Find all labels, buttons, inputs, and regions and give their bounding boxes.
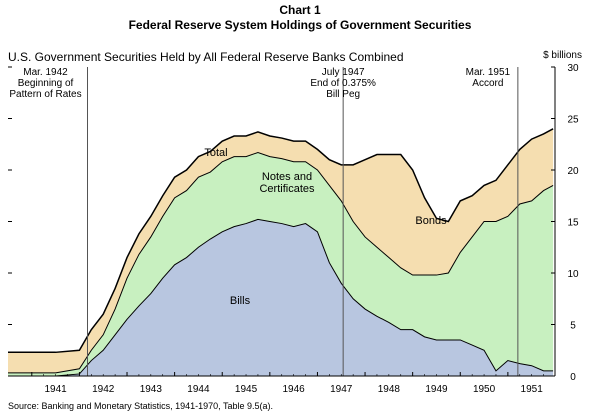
x-tick-label: 1946 — [283, 384, 306, 395]
notes-label-line2: Certificates — [259, 183, 315, 195]
x-tick-label: 1943 — [140, 384, 163, 395]
chart-title: Federal Reserve System Holdings of Gover… — [128, 18, 472, 32]
unit-label: $ billions — [543, 50, 582, 61]
event-label: Mar. 1951 Accord — [466, 67, 511, 89]
y-tick-label: 20 — [567, 166, 579, 177]
event-label-line: Accord — [472, 78, 503, 89]
event-lines: Mar. 1942 Beginning of Pattern of Rates Jul… — [9, 67, 519, 376]
y-tick-label: 15 — [567, 218, 579, 229]
source-note: Source: Banking and Monetary Statistics,… — [8, 401, 273, 411]
chart-header: Chart 1 Federal Reserve System Holdings … — [0, 3, 600, 33]
event-label-line: Pattern of Rates — [9, 89, 81, 100]
x-tick-label: 1945 — [235, 384, 258, 395]
event-label-line: July 1947 — [322, 67, 365, 78]
y-tick-label: 5 — [570, 321, 576, 332]
x-tick-label: 1949 — [425, 384, 448, 395]
x-tick-label: 1947 — [330, 384, 353, 395]
x-tick-label: 1950 — [473, 384, 496, 395]
bills-label: Bills — [230, 295, 251, 307]
x-tick-label: 1951 — [521, 384, 544, 395]
bonds-label: Bonds — [415, 215, 447, 227]
bills-area — [8, 219, 554, 376]
event-label-line: Bill Peg — [326, 89, 360, 100]
notes-label-line1: Notes and — [262, 171, 312, 183]
axes: 0 5 10 15 20 25 30 1941 1942 1943 1944 1945 1946 1947… — [8, 63, 579, 395]
x-tick-label: 1942 — [92, 384, 115, 395]
event-label-line: End of 0.375% — [310, 78, 376, 89]
event-label: Mar. 1942 Beginning of Pattern of Rates — [9, 67, 81, 100]
y-tick-label: 30 — [567, 63, 579, 74]
x-tick-label: 1948 — [378, 384, 401, 395]
y-tick-label: 0 — [570, 372, 576, 383]
x-tick-label: 1941 — [44, 384, 67, 395]
chart-number: Chart 1 — [279, 3, 321, 17]
y-tick-label: 25 — [567, 115, 579, 126]
series-boundary-line — [8, 151, 554, 374]
chart-subtitle: U.S. Government Securities Held by All F… — [8, 50, 404, 64]
event-label-line: Mar. 1942 — [23, 67, 68, 78]
event-label: July 1947 End of 0.375% Bill Peg — [310, 67, 376, 100]
event-label-line: Beginning of — [18, 78, 74, 89]
total-label: Total — [204, 147, 227, 159]
total-line — [8, 128, 554, 354]
bonds-area — [8, 128, 554, 373]
notes-area — [8, 152, 554, 376]
event-label-line: Mar. 1951 — [466, 67, 511, 78]
area-layers — [8, 128, 554, 377]
series-boundary-line — [8, 218, 554, 377]
y-tick-label: 10 — [567, 269, 579, 280]
x-tick-label: 1944 — [187, 384, 210, 395]
